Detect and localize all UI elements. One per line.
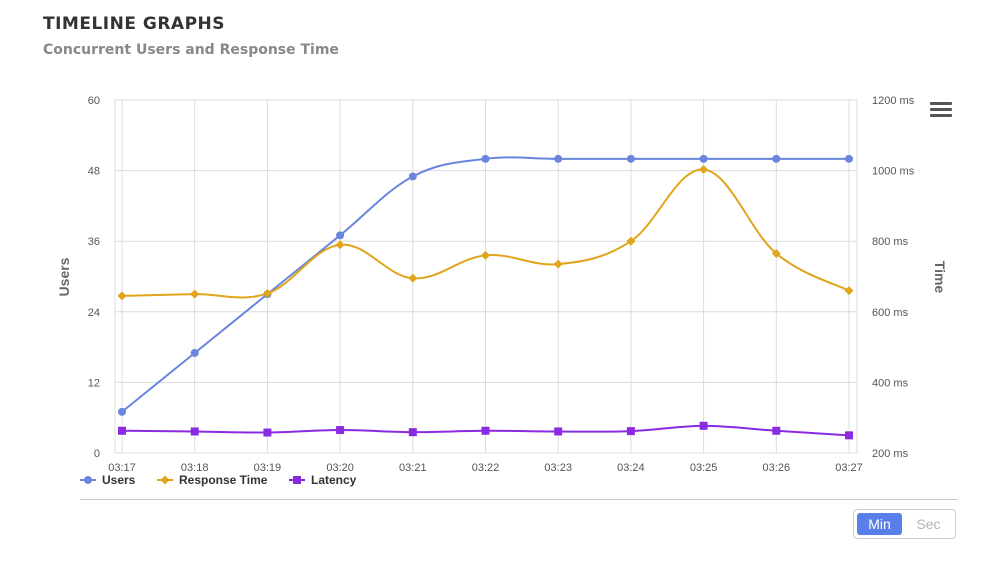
response-time-point <box>626 236 636 246</box>
latency-point <box>190 427 199 436</box>
sec-button[interactable]: Sec <box>916 516 941 532</box>
x-tick-label: 03:22 <box>472 462 500 474</box>
latency-point <box>118 426 126 435</box>
x-tick-label: 03:26 <box>763 462 791 474</box>
y-right-tick-label: 1000 ms <box>872 166 915 178</box>
response-time-point <box>190 289 200 299</box>
x-tick-label: 03:24 <box>617 462 645 474</box>
y-right-tick-label: 800 ms <box>872 236 909 248</box>
users-line <box>121 156 849 413</box>
y-right-tick-label: 400 ms <box>872 377 909 389</box>
users-point <box>772 154 781 163</box>
y-right-tick-label: 1200 ms <box>872 95 915 107</box>
latency-point <box>845 431 853 440</box>
x-tick-label: 03:19 <box>254 462 282 474</box>
response-time-point <box>771 249 781 259</box>
users-point <box>481 154 490 163</box>
response-time-point <box>553 259 563 269</box>
granularity-toggle: Min Sec <box>853 509 956 539</box>
chart-menu-icon[interactable] <box>930 102 952 120</box>
users-point <box>699 154 708 163</box>
y-left-tick-label: 24 <box>88 307 100 319</box>
users-point <box>626 154 635 163</box>
response-time-point <box>699 165 709 175</box>
latency-point <box>263 428 272 437</box>
users-point <box>554 154 563 163</box>
latency-point <box>336 426 345 435</box>
y-left-axis-title: Users <box>56 257 72 296</box>
legend-users-label: Users <box>102 473 136 487</box>
chart-subtitle: Concurrent Users and Response Time <box>43 42 339 58</box>
y-right-axis-title: Time <box>932 261 948 294</box>
latency-point <box>481 426 490 435</box>
latency-point <box>408 428 417 437</box>
users-point <box>408 172 417 181</box>
x-tick-label: 03:20 <box>326 462 354 474</box>
response-time-point <box>844 286 854 296</box>
legend-response-time-label: Response Time <box>179 473 268 487</box>
x-tick-label: 03:17 <box>108 462 136 474</box>
legend-latency-label: Latency <box>311 473 357 487</box>
x-tick-label: 03:18 <box>181 462 209 474</box>
latency-point <box>699 421 708 430</box>
users-point <box>336 231 345 240</box>
x-tick-label: 03:25 <box>690 462 718 474</box>
y-left-tick-label: 36 <box>88 236 100 248</box>
y-left-tick-label: 48 <box>88 166 100 178</box>
divider <box>80 499 958 500</box>
legend-latency-swatch <box>293 476 301 484</box>
latency-point <box>554 427 563 436</box>
x-tick-label: 03:27 <box>835 462 863 474</box>
latency-point <box>772 426 781 435</box>
response-time-point <box>481 250 490 260</box>
y-left-tick-label: 60 <box>88 95 100 107</box>
y-right-tick-label: 600 ms <box>872 307 909 319</box>
users-point <box>845 154 853 163</box>
x-tick-label: 03:21 <box>399 462 427 474</box>
response-time-point <box>335 240 345 250</box>
legend-response-time-swatch <box>160 475 170 485</box>
min-button[interactable]: Min <box>857 513 902 535</box>
x-tick-label: 03:23 <box>544 462 572 474</box>
legend-users-swatch <box>84 476 92 484</box>
y-left-tick-label: 12 <box>88 377 100 389</box>
y-right-tick-label: 200 ms <box>872 448 909 460</box>
section-title: TIMELINE GRAPHS <box>43 14 225 34</box>
response-time-point <box>408 273 418 283</box>
users-point <box>190 348 199 357</box>
response-time-point <box>262 288 272 298</box>
users-point <box>118 407 126 416</box>
response-time-point <box>117 291 127 301</box>
latency-point <box>626 427 635 436</box>
y-left-tick-label: 0 <box>94 448 100 460</box>
